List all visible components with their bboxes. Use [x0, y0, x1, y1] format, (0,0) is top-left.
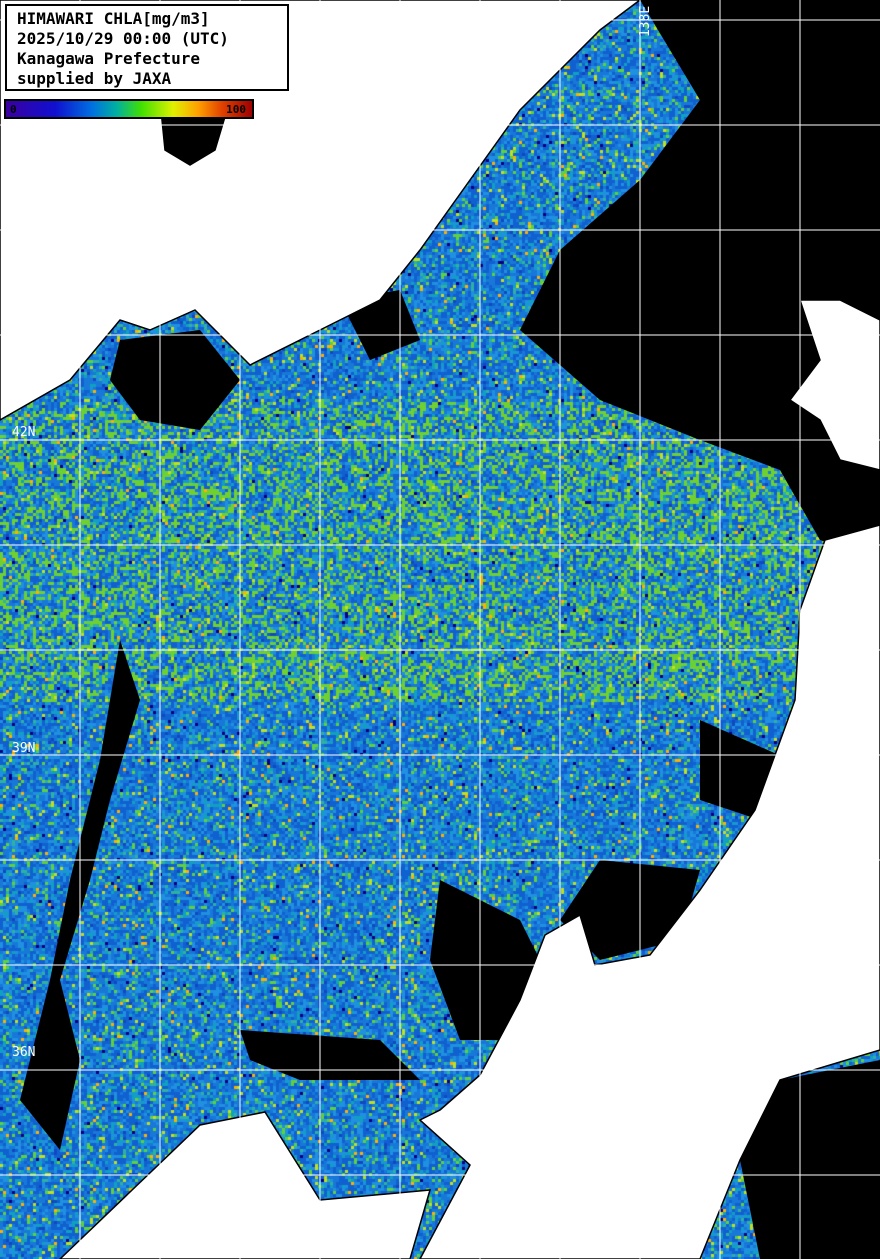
colorbar-min: 0 [10, 103, 17, 116]
lat-label-36n: 36N [12, 1045, 36, 1060]
data-source: supplied by JAXA [17, 69, 172, 88]
colorbar-max: 100 [226, 103, 246, 116]
organization: Kanagawa Prefecture [17, 49, 201, 68]
title-box: HIMAWARI CHLA[mg/m3] 2025/10/29 00:00 (U… [5, 4, 289, 91]
lat-label-42n: 42N [12, 425, 36, 440]
product-title: HIMAWARI CHLA[mg/m3] [17, 9, 210, 28]
colorbar: 0 100 [4, 99, 254, 119]
timestamp: 2025/10/29 00:00 (UTC) [17, 29, 229, 48]
lon-label-138e: 138E [638, 5, 654, 38]
lat-label-39n: 39N [12, 741, 36, 756]
